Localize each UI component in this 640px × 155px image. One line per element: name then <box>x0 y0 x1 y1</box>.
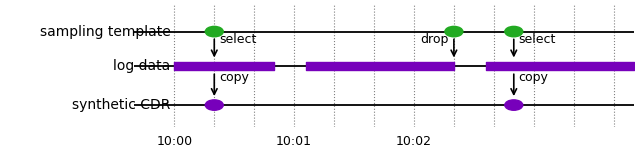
Text: drop: drop <box>420 33 449 46</box>
Text: synthetic CDR: synthetic CDR <box>72 98 170 112</box>
Text: log data: log data <box>113 59 170 73</box>
Ellipse shape <box>445 26 463 37</box>
Ellipse shape <box>205 100 223 110</box>
Ellipse shape <box>505 26 523 37</box>
Ellipse shape <box>205 26 223 37</box>
Text: copy: copy <box>518 71 548 84</box>
Text: select: select <box>518 33 556 46</box>
Ellipse shape <box>505 100 523 110</box>
Text: select: select <box>219 33 257 46</box>
Text: copy: copy <box>219 71 249 84</box>
Text: sampling template: sampling template <box>40 25 170 39</box>
